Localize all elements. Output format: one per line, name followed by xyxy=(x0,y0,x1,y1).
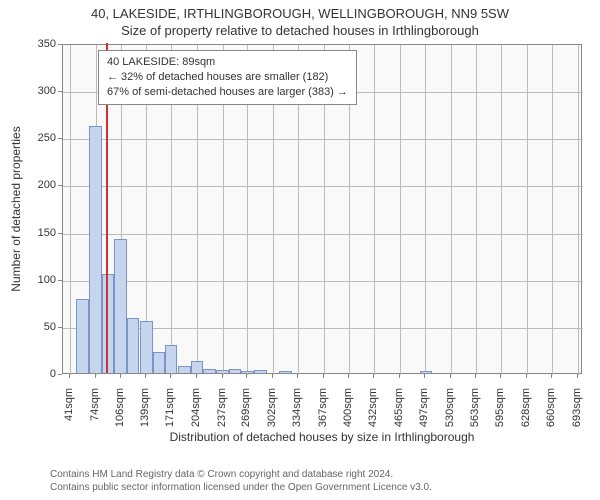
x-tick-label: 139sqm xyxy=(139,388,151,438)
histogram-bar xyxy=(153,352,165,373)
x-tick-label: 660sqm xyxy=(545,388,557,438)
grid-line xyxy=(552,45,553,375)
chart-title-subtitle: Size of property relative to detached ho… xyxy=(0,21,600,38)
x-tick-label: 237sqm xyxy=(216,388,228,438)
x-tick-label: 269sqm xyxy=(240,388,252,438)
histogram-bar xyxy=(178,366,190,373)
footer-line-1: Contains HM Land Registry data © Crown c… xyxy=(50,468,432,481)
histogram-bar xyxy=(127,318,139,373)
chart-title-address: 40, LAKESIDE, IRTHLINGBOROUGH, WELLINGBO… xyxy=(0,0,600,21)
x-tick-label: 204sqm xyxy=(190,388,202,438)
grid-line xyxy=(527,45,528,375)
grid-line xyxy=(425,45,426,375)
histogram-bar xyxy=(203,369,215,373)
y-axis-label: Number of detached properties xyxy=(9,126,23,291)
y-tick-mark xyxy=(58,233,62,234)
histogram-bar xyxy=(229,369,241,373)
y-tick-mark xyxy=(58,44,62,45)
grid-line xyxy=(400,45,401,375)
footer-attribution: Contains HM Land Registry data © Crown c… xyxy=(50,468,432,494)
annotation-line-1: 40 LAKESIDE: 89sqm xyxy=(107,55,348,70)
histogram-bar xyxy=(114,239,126,373)
y-tick-mark xyxy=(58,185,62,186)
x-tick-label: 400sqm xyxy=(342,388,354,438)
grid-line xyxy=(70,45,71,375)
y-tick-mark xyxy=(58,91,62,92)
y-tick-label: 100 xyxy=(26,274,56,286)
y-tick-label: 50 xyxy=(26,321,56,333)
histogram-bar xyxy=(254,370,266,373)
annotation-box: 40 LAKESIDE: 89sqm ← 32% of detached hou… xyxy=(98,50,357,105)
annotation-line-2: ← 32% of detached houses are smaller (18… xyxy=(107,70,348,85)
y-tick-label: 0 xyxy=(26,368,56,380)
y-tick-label: 350 xyxy=(26,38,56,50)
y-tick-label: 250 xyxy=(26,132,56,144)
histogram-bar xyxy=(165,345,177,373)
grid-line xyxy=(451,45,452,375)
y-tick-mark xyxy=(58,327,62,328)
y-tick-mark xyxy=(58,374,62,375)
x-tick-label: 563sqm xyxy=(469,388,481,438)
x-tick-label: 171sqm xyxy=(164,388,176,438)
histogram-bar xyxy=(241,371,253,373)
y-tick-mark xyxy=(58,280,62,281)
x-tick-label: 74sqm xyxy=(89,388,101,438)
x-tick-label: 302sqm xyxy=(266,388,278,438)
x-tick-label: 106sqm xyxy=(114,388,126,438)
grid-line xyxy=(374,45,375,375)
histogram-bar xyxy=(89,126,101,373)
histogram-bar xyxy=(279,371,291,373)
histogram-bar xyxy=(216,370,228,373)
y-tick-mark xyxy=(58,138,62,139)
x-tick-label: 367sqm xyxy=(317,388,329,438)
histogram-bar xyxy=(76,299,88,373)
y-tick-label: 150 xyxy=(26,227,56,239)
x-tick-label: 432sqm xyxy=(367,388,379,438)
grid-line xyxy=(476,45,477,375)
footer-line-2: Contains public sector information licen… xyxy=(50,481,432,494)
x-tick-label: 465sqm xyxy=(393,388,405,438)
y-tick-label: 200 xyxy=(26,179,56,191)
x-tick-label: 41sqm xyxy=(63,388,75,438)
x-tick-label: 530sqm xyxy=(444,388,456,438)
x-tick-label: 497sqm xyxy=(418,388,430,438)
x-tick-label: 334sqm xyxy=(291,388,303,438)
x-tick-label: 693sqm xyxy=(571,388,583,438)
histogram-bar xyxy=(420,371,432,373)
y-tick-label: 300 xyxy=(26,85,56,97)
histogram-bar xyxy=(140,321,152,373)
grid-line xyxy=(578,45,579,375)
x-tick-label: 595sqm xyxy=(494,388,506,438)
annotation-line-3: 67% of semi-detached houses are larger (… xyxy=(107,85,348,100)
histogram-bar xyxy=(191,361,203,373)
x-tick-label: 628sqm xyxy=(520,388,532,438)
grid-line xyxy=(501,45,502,375)
